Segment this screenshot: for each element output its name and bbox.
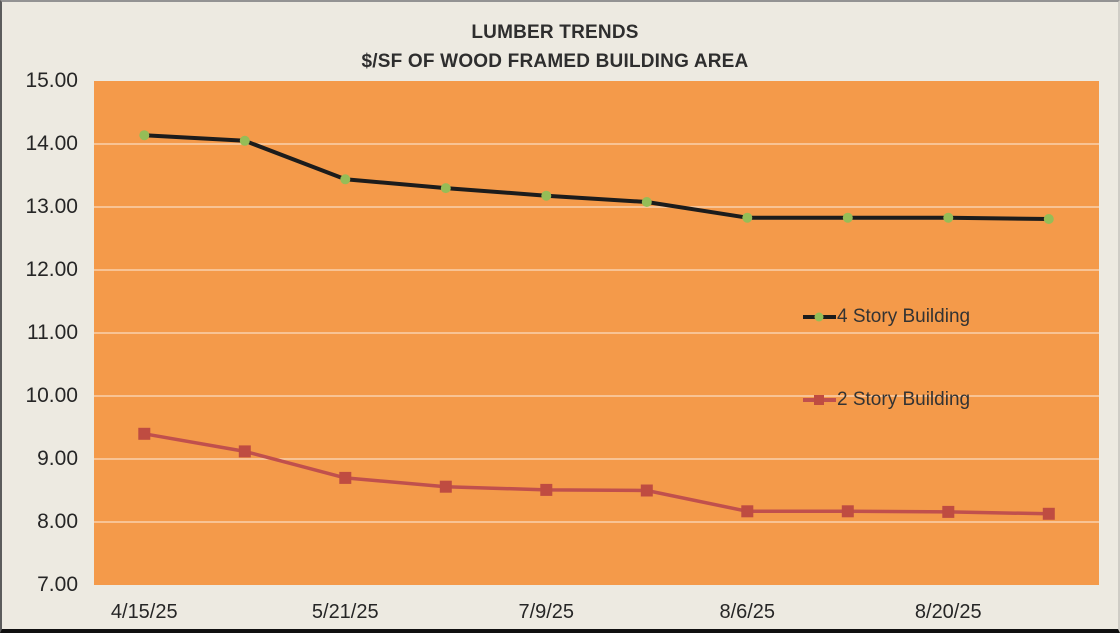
y-tick-label: 11.00 [27,321,78,344]
chart-title-line-1: LUMBER TRENDS [471,22,639,43]
y-tick-label: 8.00 [37,510,78,533]
x-tick-label: 7/9/25 [518,601,575,623]
legend-line-circle-marker-icon [803,312,836,322]
y-tick-label: 15.00 [25,69,78,92]
y-tick-label: 12.00 [25,258,78,281]
x-tick-label: 8/6/25 [719,601,776,623]
legend-entry-4-story-building: 4 Story Building [803,303,970,331]
legend-label-4-story-building: 4 Story Building [837,306,971,327]
x-tick-label: 8/20/25 [914,601,982,623]
y-tick-label: 7.00 [37,573,78,596]
y-tick-label: 9.00 [37,447,78,470]
plot-area [94,81,1099,585]
y-tick-label: 13.00 [25,195,78,218]
chart-title-line-2: $/SF OF WOOD FRAMED BUILDING AREA [361,51,749,72]
x-tick-label: 4/15/25 [110,601,178,623]
chart-title: LUMBER TRENDS $/SF OF WOOD FRAMED BUILDI… [2,18,1108,76]
y-tick-label: 14.00 [25,132,78,155]
legend-line-square-marker-icon [803,395,836,405]
y-tick-label: 10.00 [25,384,78,407]
legend-label-2-story-building: 2 Story Building [837,389,971,410]
legend-entry-2-story-building: 2 Story Building [803,386,970,414]
x-tick-label: 5/21/25 [311,601,379,623]
